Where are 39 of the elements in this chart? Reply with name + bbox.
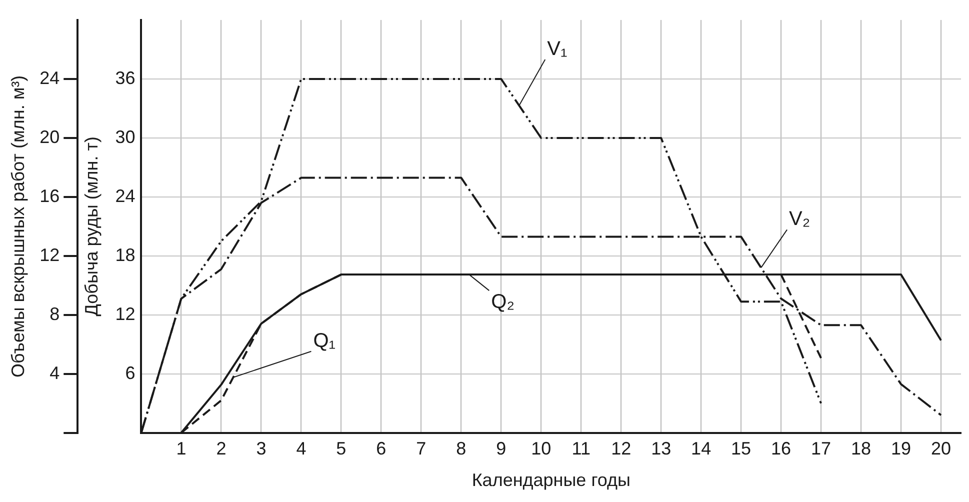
x-tick-label: 3 [256,438,266,459]
y2-tick-label: 8 [50,304,60,324]
series-label: Q₁ [313,330,336,352]
y-tick-label: 6 [125,362,136,383]
y-tick-label: 36 [115,68,136,88]
y2-tick-label: 24 [40,68,60,88]
x-tick-label: 12 [611,438,632,459]
x-tick-label: 19 [891,438,912,459]
y-axis-title: Добыча руды (млн. т) [81,136,102,316]
y-tick-label: 24 [115,186,136,206]
y-tick-label: 12 [115,304,136,324]
y2-axis-title: Объемы вскрышных работ (млн. м³) [8,75,28,378]
x-tick-label: 18 [851,438,872,459]
text: V₂ [789,208,810,230]
x-tick-label: 16 [771,438,792,459]
x-tick-label: 20 [930,438,952,459]
x-tick-label: 13 [651,438,672,459]
x-tick-label: 9 [496,438,506,459]
x-tick-label: 1 [176,438,186,459]
x-tick-label: 10 [531,438,552,459]
x-tick-label: 8 [456,438,466,459]
y2-tick-label: 4 [50,362,60,383]
y-tick-label: 30 [115,126,136,147]
x-axis-title: Календарные годы [472,470,630,490]
y2-tick-label: 12 [40,244,60,265]
y2-tick-label: 20 [40,126,60,147]
y2-tick-label: 16 [40,186,60,206]
x-tick-label: 7 [416,438,426,459]
x-tick-label: 2 [216,438,226,459]
x-tick-label: 17 [811,438,832,459]
legend-label: Q₂ [491,291,514,314]
text: V₁ [547,38,568,60]
y-tick-label: 18 [115,244,136,265]
x-tick-label: 5 [336,438,346,459]
x-tick-label: 11 [572,438,590,459]
x-tick-label: 4 [296,438,306,459]
x-tick-label: 14 [691,438,712,459]
x-tick-label: 6 [376,438,386,459]
x-tick-label: 15 [731,438,752,459]
